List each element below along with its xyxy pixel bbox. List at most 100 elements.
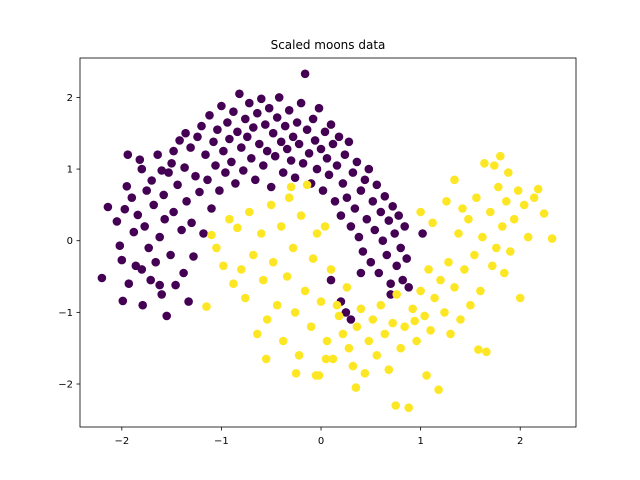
scatter-point — [118, 296, 128, 306]
scatter-point — [466, 300, 475, 310]
scatter-point — [135, 155, 145, 164]
scatter-point — [286, 182, 296, 192]
scatter-point — [344, 343, 354, 353]
scatter-point — [167, 159, 176, 168]
scatter-point — [420, 311, 429, 321]
scatter-point — [338, 329, 348, 339]
scatter-point — [348, 168, 358, 177]
scatter-point — [120, 204, 130, 214]
scatter-point — [326, 265, 336, 274]
scatter-point — [328, 139, 338, 149]
scatter-point — [404, 403, 414, 413]
scatter-point — [175, 136, 184, 145]
scatter-point — [225, 134, 234, 144]
scatter-point — [496, 151, 505, 161]
scatter-point — [322, 154, 332, 163]
scatter-point — [243, 132, 252, 142]
scatter-point — [181, 128, 190, 138]
scatter-point — [270, 151, 280, 161]
scatter-point — [294, 351, 304, 360]
scatter-point — [324, 170, 334, 180]
scatter-point — [219, 261, 228, 271]
scatter-point — [426, 326, 435, 335]
scatter-point — [450, 283, 459, 292]
scatter-point — [144, 243, 153, 253]
scatter-point — [380, 192, 390, 201]
scatter-point — [225, 214, 234, 224]
y-tick-label: 0 — [67, 236, 73, 247]
scatter-point — [402, 254, 412, 263]
scatter-point — [288, 132, 298, 142]
scatter-point — [352, 157, 362, 167]
scatter-point — [350, 204, 360, 213]
scatter-point — [127, 193, 137, 202]
scatter-point — [272, 300, 282, 310]
scatter-point — [276, 137, 286, 147]
scatter-point — [278, 168, 288, 177]
scatter-point — [157, 290, 166, 299]
scatter-point — [202, 302, 211, 311]
scatter-point — [388, 202, 398, 211]
scatter-point — [221, 168, 230, 177]
scatter-point — [356, 304, 366, 314]
scatter-point — [122, 182, 132, 191]
scatter-point — [430, 293, 439, 303]
scatter-point — [458, 204, 467, 213]
scatter-point — [342, 283, 352, 292]
scatter-point — [233, 223, 242, 233]
scatter-point — [482, 347, 491, 357]
scatter-point — [209, 137, 218, 147]
scatter-point — [358, 247, 368, 256]
scatter-point — [203, 175, 212, 185]
scatter-point — [376, 300, 386, 310]
scatter-point — [300, 69, 310, 79]
scatter-point — [328, 354, 338, 364]
scatter-point — [342, 193, 352, 202]
scatter-point — [454, 229, 463, 238]
scatter-point — [262, 146, 272, 156]
scatter-point — [362, 214, 372, 224]
scatter-point — [241, 293, 250, 303]
scatter-point — [434, 385, 443, 395]
scatter-point — [394, 211, 404, 220]
scatter-point — [368, 197, 378, 206]
scatter-point — [124, 279, 134, 289]
scatter-point — [480, 159, 489, 168]
scatter-point — [259, 161, 268, 170]
scatter-point — [112, 217, 122, 226]
scatter-point — [189, 252, 198, 261]
scatter-point — [197, 121, 206, 131]
scatter-point — [215, 186, 224, 195]
scatter-point — [450, 175, 459, 185]
scatter-point — [490, 161, 499, 170]
y-tick-label: 2 — [67, 93, 73, 104]
scatter-point — [223, 118, 232, 127]
scatter-point — [308, 254, 318, 263]
scatter-point — [386, 290, 396, 299]
scatter-point — [356, 186, 366, 195]
scatter-point — [294, 139, 304, 149]
scatter-point — [151, 257, 160, 267]
scatter-point — [422, 371, 431, 380]
scatter-point — [272, 113, 282, 122]
scatter-point — [386, 279, 396, 289]
axes-frame — [79, 57, 577, 428]
scatter-point — [390, 229, 400, 238]
scatter-point — [428, 218, 437, 228]
scatter-point — [137, 164, 147, 174]
scatter-point — [245, 207, 254, 217]
scatter-point — [446, 329, 455, 339]
scatter-point — [539, 209, 549, 218]
scatter-point — [205, 111, 214, 120]
x-tick-label: −1 — [214, 436, 229, 447]
scatter-point — [201, 150, 210, 159]
scatter-point — [332, 161, 342, 170]
scatter-point — [187, 218, 196, 228]
scatter-point — [494, 182, 503, 192]
scatter-point — [336, 211, 346, 220]
scatter-point — [442, 197, 451, 206]
scatter-point — [308, 114, 318, 124]
scatter-point — [460, 265, 469, 274]
scatter-point — [351, 383, 361, 392]
